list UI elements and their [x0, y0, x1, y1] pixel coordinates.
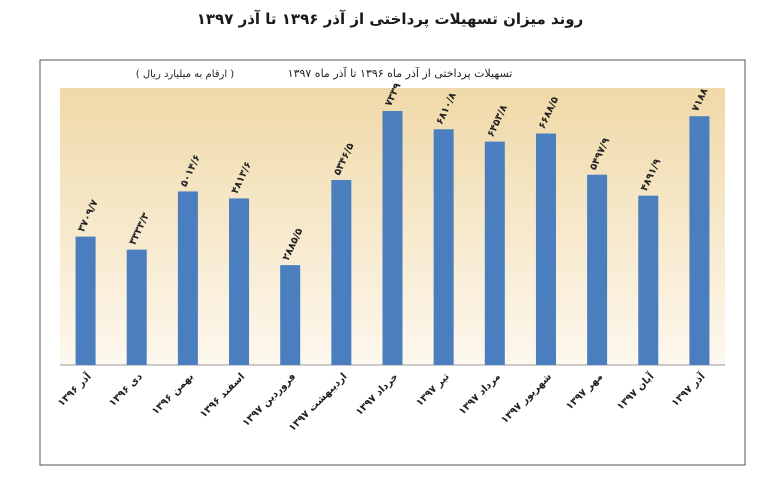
bar	[535, 133, 556, 365]
chart-title: روند میزان تسهیلات پرداختی از آذر ۱۳۹۶ ت…	[197, 10, 583, 29]
bar	[280, 265, 301, 365]
bar	[75, 236, 96, 365]
bar	[382, 111, 403, 365]
bar	[587, 174, 608, 365]
bar	[433, 129, 454, 365]
bar	[484, 141, 505, 365]
bar	[126, 249, 147, 365]
bar	[638, 195, 659, 365]
bar	[229, 198, 250, 365]
bar	[177, 191, 198, 365]
unit-note: ( ارقام به میلیارد ریال )	[136, 69, 235, 80]
bar	[689, 116, 710, 366]
chart-subtitle: تسهیلات پرداختی از آذر ماه ۱۳۹۶ تا آذر م…	[288, 66, 513, 80]
bar	[331, 179, 352, 365]
